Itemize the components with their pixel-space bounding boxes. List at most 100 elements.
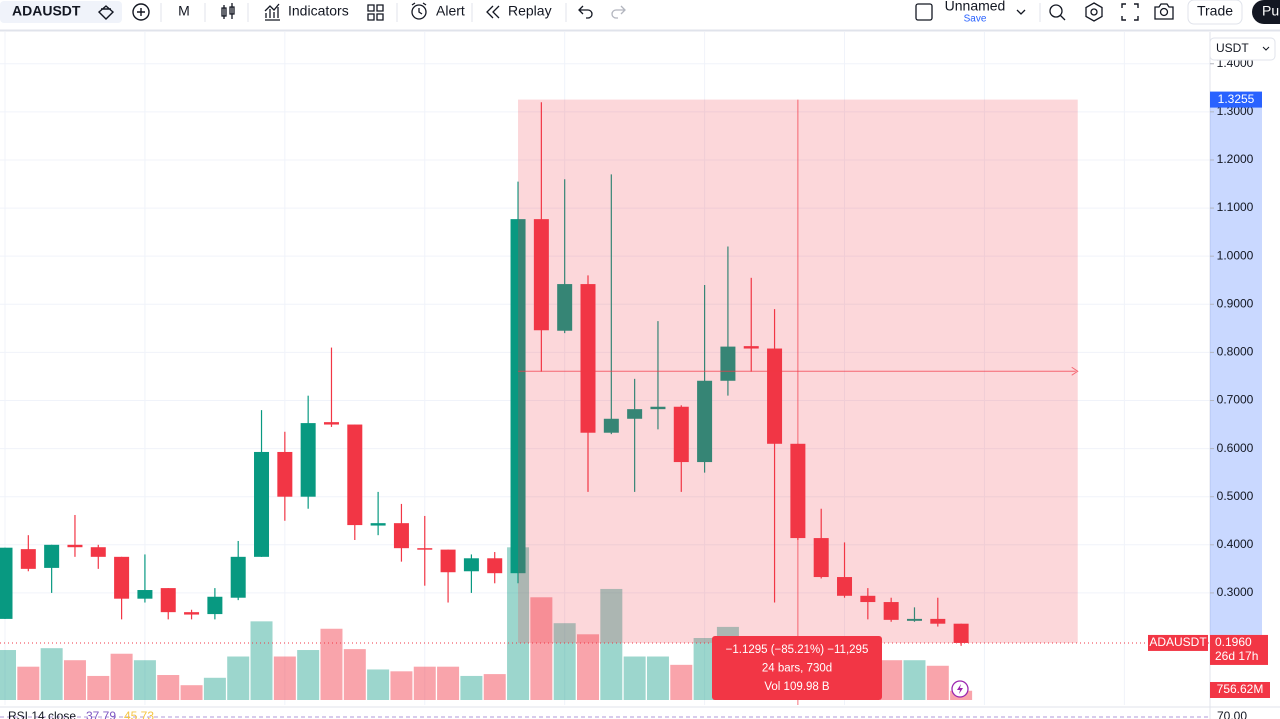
rsi-value: 45.73 [124,709,154,719]
volume-bar [273,656,296,700]
search-icon-handle [1059,14,1066,21]
candle-body [673,406,689,463]
indicators-icon[interactable] [264,3,280,21]
volume-bar [507,547,530,700]
volume-bar [646,656,669,700]
rsi-axis-label: 70.00 [1217,709,1247,719]
alert-icon[interactable] [411,4,427,20]
volume-bar [413,666,436,700]
volume-label: 756.62M [1217,682,1264,696]
volume-bar [63,660,86,700]
y-tick-label: 1.2000 [1217,152,1254,166]
trade-button[interactable]: Trade [1197,3,1233,19]
alert-button[interactable]: Alert [436,3,465,19]
symbol-box[interactable] [0,1,122,23]
volume-bar [110,653,133,700]
replay-button[interactable]: Replay [508,3,552,19]
symbol-tag-bg [1148,634,1208,651]
candle-body [906,618,922,621]
snapshot-icon[interactable] [1154,3,1174,20]
chart-type-icon[interactable] [221,3,235,19]
volume-bar [600,588,623,700]
candle-body [184,612,200,615]
candle-body [603,418,619,433]
candle-body [743,346,759,349]
measure-from-label: 1.3255 [1218,92,1255,106]
symbol-tag: ADAUSDT [1149,635,1207,649]
measure-tooltip [712,636,882,700]
layout-checkbox[interactable] [915,3,933,21]
candle-body [767,348,783,444]
candle-body [90,547,106,557]
volume-bar [903,660,926,700]
volume-tag [1210,682,1270,698]
layout-status[interactable]: Save [964,14,987,25]
candle-body [627,409,643,419]
volume-bar [180,685,203,700]
volume-bar [670,664,693,700]
diamond-icon[interactable] [97,5,115,20]
symbol[interactable]: ADAUSDT [12,3,81,19]
volume-bar [530,597,553,700]
countdown: 26d 17h [1215,649,1258,663]
volume-bar [437,666,460,700]
templates-icon[interactable] [367,4,384,21]
candle-body [650,406,666,410]
candle-body [557,284,573,331]
layout-dropdown[interactable] [1016,9,1026,15]
volume-bar [577,634,599,700]
y-tick-label: 1.0000 [1217,248,1254,262]
candle-body [837,577,853,596]
measure-from-tag [1210,91,1262,108]
volume-bar [460,675,483,700]
currency[interactable]: USDT [1216,41,1249,55]
search-icon[interactable] [1049,4,1063,18]
candle-body [697,380,713,463]
candle-body [580,284,596,433]
publish-button[interactable]: Pu [1262,3,1279,19]
rsi-value: 37.79 [86,709,116,719]
layout-name[interactable]: Unnamed [945,0,1006,14]
add-icon-plus [137,8,145,16]
snapshot-icon-lens [1159,7,1169,17]
trade-button-bg[interactable] [1187,0,1243,25]
rsi-title: RSI 14 close [8,709,76,719]
currency-dropdown[interactable] [1209,37,1276,61]
publish-button-bg[interactable] [1252,0,1280,24]
volume-bar [483,674,506,700]
indicators-button[interactable]: Indicators [288,3,349,19]
volume-bar [623,656,646,700]
measure-text: −1.1295 (−85.21%) −11,295 [726,644,869,656]
volume-bar [17,666,40,700]
candle-body [930,618,946,624]
volume-bar [157,675,180,700]
volume-bar [693,638,716,700]
volume-bar [926,665,949,700]
candle-body [207,596,223,615]
candle-body [323,422,339,425]
candle-body [370,523,386,526]
candle-body [44,544,60,568]
undo-icon[interactable] [578,5,593,19]
volume-bar [0,650,16,700]
settings-icon[interactable] [1085,2,1103,22]
candle-body [137,590,153,599]
y-tick-label: 0.9000 [1217,296,1254,310]
redo-icon[interactable] [611,5,626,19]
volume-bar [320,628,343,700]
add-icon[interactable] [132,3,150,21]
volume-bar [367,669,390,700]
candle-body [160,588,176,613]
volume-bar [297,650,320,700]
measure-text: Vol 109.98 B [764,681,830,693]
replay-icon[interactable] [486,5,500,19]
fullscreen-icon[interactable] [1121,3,1139,21]
candle-body [487,558,503,574]
candle-body [67,544,83,548]
volume-bar [880,660,903,700]
volume-bar [40,648,63,700]
last-price-label: 0.1960 [1215,635,1252,649]
interval[interactable]: M [178,3,190,19]
